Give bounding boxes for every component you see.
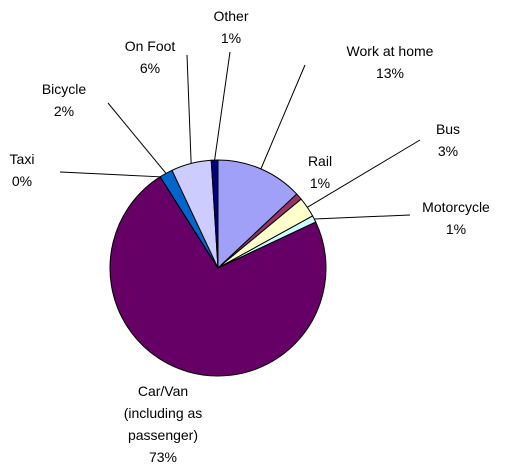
slice-label: Taxi 0%: [0, 148, 47, 192]
category-name: Motorcycle: [422, 199, 490, 215]
slice-label: Car/Van (including as passenger) 73%: [108, 380, 218, 468]
slice-label: Other 1%: [201, 5, 261, 49]
value-label: 0%: [11, 173, 33, 189]
category-name: Car/Van (including as passenger): [123, 383, 203, 443]
slice-label: On Foot 6%: [110, 35, 190, 79]
leader-line: [260, 64, 306, 170]
leader-line: [107, 102, 167, 174]
leader-line: [59, 171, 161, 178]
category-name: Taxi: [9, 151, 35, 167]
leader-line: [314, 214, 411, 220]
leader-line: [307, 139, 421, 208]
value-label: 1%: [220, 30, 242, 46]
leader-line: [214, 51, 231, 161]
value-label: 2%: [53, 103, 75, 119]
value-label: 3%: [437, 143, 459, 159]
value-label: 1%: [445, 221, 467, 237]
category-name: Other: [213, 8, 249, 24]
value-label: 1%: [309, 175, 331, 191]
slice-label: Work at home 13%: [310, 40, 470, 84]
category-name: Work at home: [346, 43, 434, 59]
category-name: Rail: [307, 153, 333, 169]
slice-label: Bicycle 2%: [24, 78, 104, 122]
category-name: Bicycle: [41, 81, 87, 97]
pie-slice: [217, 159, 298, 270]
slice-label: Rail 1%: [290, 150, 350, 194]
value-label: 13%: [375, 65, 405, 81]
category-name: On Foot: [124, 38, 176, 54]
value-label: 6%: [139, 60, 161, 76]
pie-slice: [109, 176, 327, 377]
slice-label: Motorcycle 1%: [406, 196, 506, 240]
slice-label: Bus 3%: [418, 118, 478, 162]
category-name: Bus: [435, 121, 461, 137]
leader-line: [186, 54, 192, 164]
value-label: 73%: [148, 449, 178, 465]
